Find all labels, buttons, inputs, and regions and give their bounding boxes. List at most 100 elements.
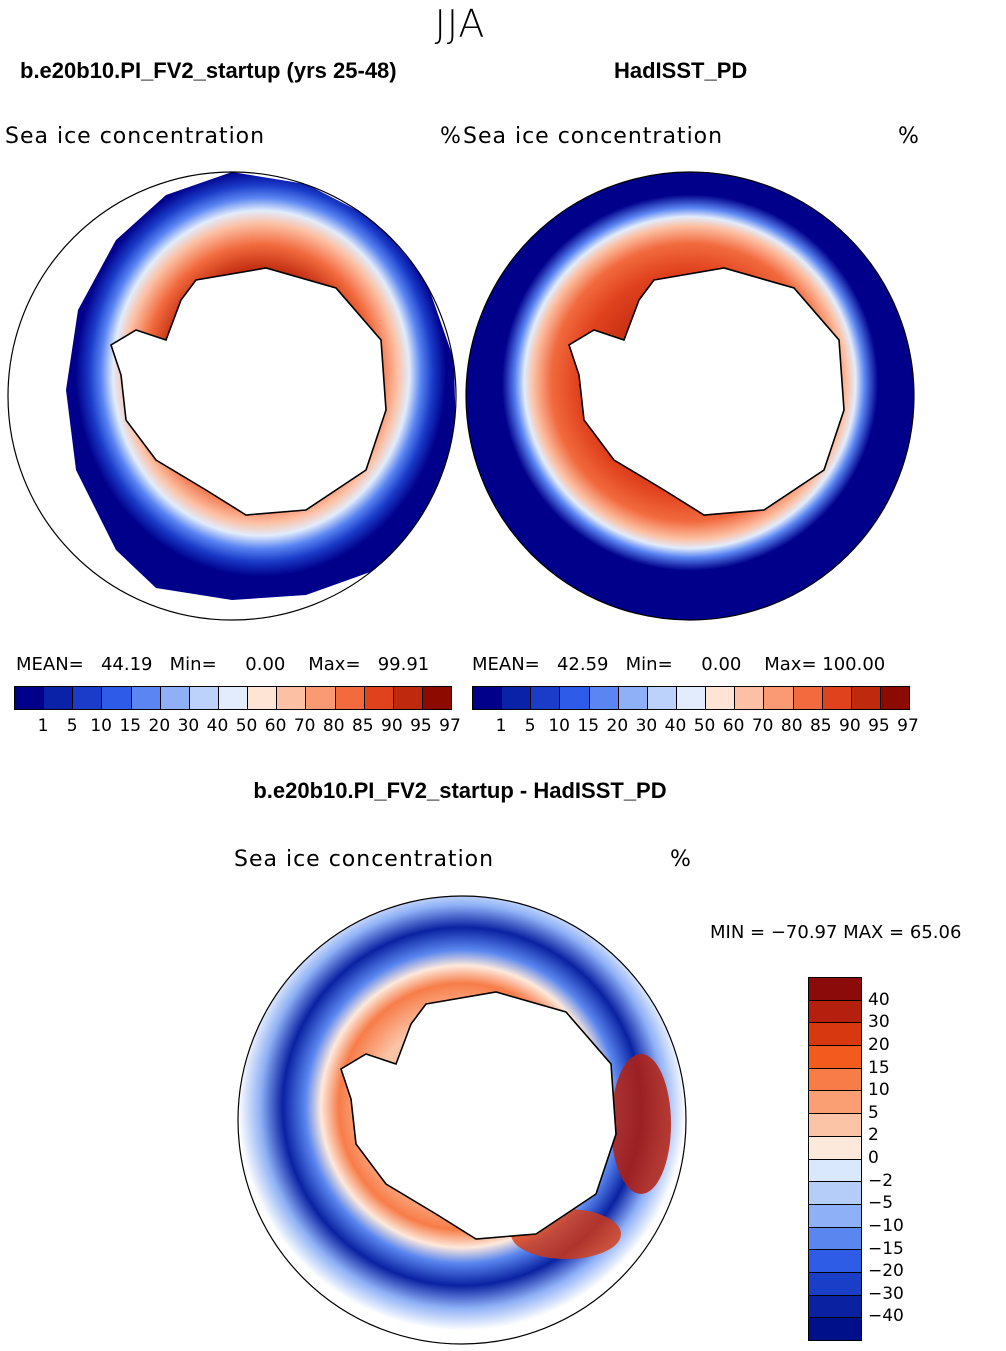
colorbar-swatch	[531, 687, 561, 709]
difference-minmax: MIN = −70.97 MAX = 65.06	[710, 922, 962, 943]
left-antarctica	[110, 267, 387, 516]
right-antarctica	[568, 267, 845, 516]
difference-colorbar-labels: 40 30 20 15 10 5 2 0 −2 −5 −10 −15 −20 −30 −40	[868, 977, 928, 1341]
difference-title: b.e20b10.PI_FV2_startup - HadISST_PD	[253, 778, 667, 803]
right-field-label: Sea ice concentration	[463, 124, 724, 149]
right-stats: MEAN= 42.59 Min= 0.00 Max= 100.00	[472, 654, 885, 675]
difference-colorbar-label: −15	[868, 1238, 904, 1259]
difference-colorbar-swatch	[809, 1114, 861, 1137]
left-max-label: Max=	[308, 654, 361, 675]
colorbar-swatch	[73, 687, 103, 709]
colorbar-tick-label: 97	[897, 716, 919, 736]
colorbar-tick-label: 80	[322, 716, 345, 736]
colorbar-tick-label: 5	[524, 716, 536, 736]
difference-colorbar-swatch	[809, 1136, 861, 1160]
right-colorbar-ticks: 1 5 10 15 20 30 40 50 60 70 80 85 90 95 97	[472, 716, 919, 738]
colorbar-tick-label: 60	[722, 716, 745, 736]
colorbar-tick-label: 70	[293, 716, 316, 736]
difference-colorbar-swatch	[809, 1227, 861, 1251]
left-mean-label: MEAN=	[16, 654, 84, 675]
colorbar-tick-label: 40	[664, 716, 687, 736]
difference-colorbar-label: −2	[868, 1170, 894, 1191]
difference-colorbar-swatch	[809, 1204, 861, 1228]
difference-hotspot-east	[611, 1054, 671, 1194]
colorbar-swatch	[589, 687, 619, 709]
colorbar-tick-label: 10	[90, 716, 113, 736]
colorbar-tick-label: 40	[206, 716, 229, 736]
difference-colorbar-label: −20	[868, 1261, 904, 1282]
difference-colorbar-label: 5	[868, 1102, 879, 1123]
left-units-label: %	[440, 124, 462, 149]
colorbar-tick-label: 90	[381, 716, 403, 736]
difference-colorbar-label: 40	[868, 989, 890, 1010]
right-max-value: 100.00	[822, 654, 886, 675]
colorbar-swatch	[131, 687, 161, 709]
colorbar-tick-label: 60	[264, 716, 287, 736]
left-mean-value: 44.19	[100, 654, 153, 675]
colorbar-tick-label: 95	[868, 716, 890, 736]
colorbar-tick-label: 90	[839, 716, 861, 736]
colorbar-tick-label: 20	[606, 716, 629, 736]
difference-colorbar-label: 20	[868, 1034, 890, 1055]
colorbar-swatch	[502, 687, 532, 709]
colorbar-tick-label: 15	[119, 716, 142, 736]
difference-colorbar-swatch	[809, 1159, 861, 1183]
colorbar-swatch	[335, 687, 365, 709]
colorbar-tick-label: 70	[751, 716, 774, 736]
left-stats: MEAN= 44.19 Min= 0.00 Max= 99.91	[16, 654, 429, 675]
left-colorbar	[14, 686, 452, 710]
colorbar-tick-label: 97	[439, 716, 461, 736]
colorbar-tick-label: 30	[177, 716, 200, 736]
colorbar-swatch	[735, 687, 765, 709]
colorbar-swatch	[102, 687, 132, 709]
difference-colorbar-swatch	[809, 1023, 861, 1047]
colorbar-tick-label: 95	[410, 716, 432, 736]
right-min-value: 0.00	[701, 654, 742, 675]
difference-colorbar	[808, 977, 862, 1341]
colorbar-tick-label: 80	[780, 716, 803, 736]
left-min-value: 0.00	[245, 654, 286, 675]
colorbar-swatch	[189, 687, 219, 709]
difference-colorbar-swatch	[809, 1295, 861, 1319]
right-max-label: Max=	[764, 654, 817, 675]
colorbar-swatch	[880, 687, 910, 709]
left-min-label: Min=	[169, 654, 217, 675]
left-max-value: 99.91	[377, 654, 430, 675]
colorbar-swatch	[647, 687, 677, 709]
right-mean-label: MEAN=	[472, 654, 540, 675]
left-field-label: Sea ice concentration	[5, 124, 266, 149]
colorbar-swatch	[473, 687, 503, 709]
colorbar-swatch	[793, 687, 823, 709]
difference-colorbar-swatch	[809, 1272, 861, 1296]
colorbar-swatch	[764, 687, 794, 709]
colorbar-tick-label: 1	[37, 716, 49, 736]
difference-colorbar-label: −5	[868, 1193, 894, 1214]
left-polar-map	[7, 171, 457, 621]
difference-colorbar-swatch	[809, 1000, 861, 1024]
left-case-title: b.e20b10.PI_FV2_startup (yrs 25-48)	[20, 58, 397, 83]
colorbar-tick-label: 85	[351, 716, 374, 736]
colorbar-tick-label: 85	[809, 716, 832, 736]
colorbar-tick-label: 10	[548, 716, 571, 736]
difference-colorbar-label: 10	[868, 1080, 890, 1101]
colorbar-tick-label: 30	[635, 716, 658, 736]
difference-colorbar-label: −10	[868, 1215, 904, 1236]
colorbar-swatch	[248, 687, 278, 709]
difference-colorbar-label: 15	[868, 1057, 890, 1078]
difference-colorbar-label: 30	[868, 1012, 890, 1033]
colorbar-tick-label: 1	[495, 716, 507, 736]
colorbar-swatch	[676, 687, 707, 709]
colorbar-tick-label: 20	[148, 716, 171, 736]
difference-colorbar-label: 0	[868, 1148, 879, 1168]
difference-colorbar-swatch	[809, 1068, 861, 1092]
right-polar-map	[465, 171, 915, 621]
colorbar-swatch	[822, 687, 852, 709]
colorbar-swatch	[618, 687, 648, 709]
colorbar-tick-label: 15	[577, 716, 600, 736]
colorbar-swatch	[364, 687, 394, 709]
difference-colorbar-swatch	[809, 1046, 861, 1069]
colorbar-swatch	[15, 687, 45, 709]
colorbar-swatch	[306, 687, 336, 709]
colorbar-swatch	[422, 687, 452, 709]
colorbar-tick-label: 50	[235, 716, 258, 736]
